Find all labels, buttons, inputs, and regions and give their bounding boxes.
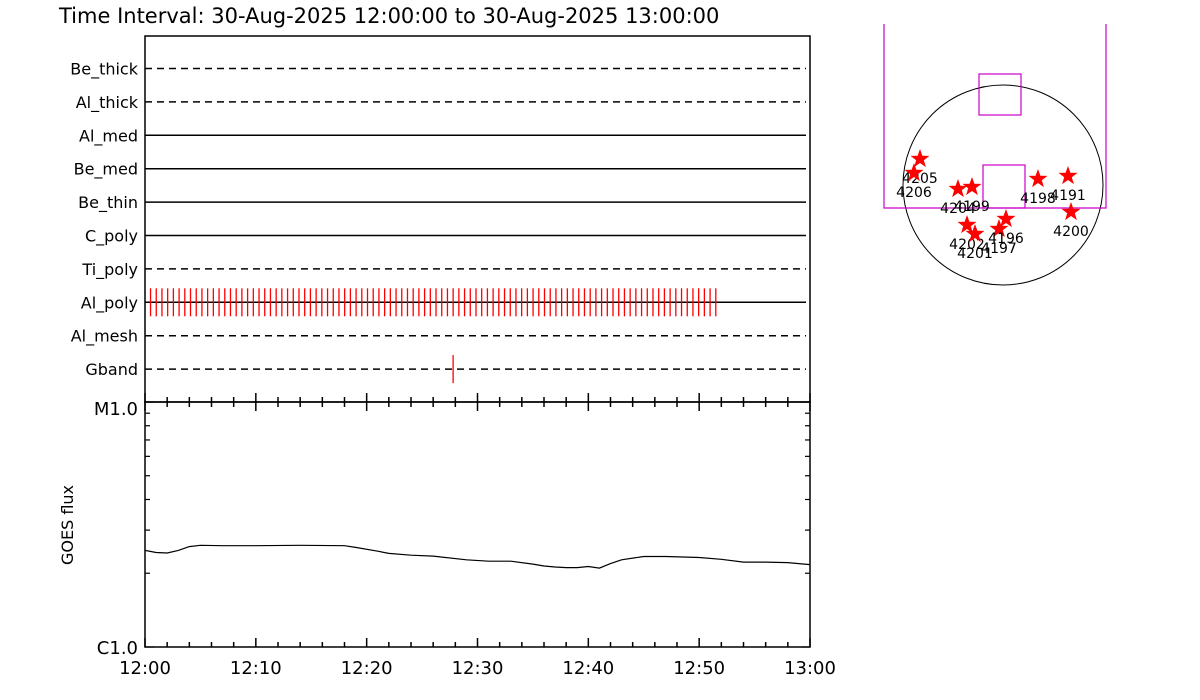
active-region-star bbox=[965, 224, 985, 243]
filter-timeline-panel: Be_thick Al_thick Al_med Be_med Be_thin C_pol… bbox=[70, 35, 811, 403]
y-tick-label-top: M1.0 bbox=[94, 399, 138, 420]
filter-label: Al_mesh bbox=[71, 327, 138, 347]
x-tick-label: 12:20 bbox=[341, 658, 393, 679]
active-region-label: 4206 bbox=[896, 185, 932, 201]
x-tick-labels: 12:00 12:10 12:20 12:30 12:40 12:50 13:00 bbox=[119, 658, 836, 679]
x-tick-label: 13:00 bbox=[784, 658, 836, 679]
filter-rows: Be_thick Al_thick Al_med Be_med Be_thin C_pol… bbox=[70, 60, 806, 379]
filter-label: Ti_poly bbox=[81, 260, 138, 280]
active-region-star bbox=[996, 209, 1016, 228]
x-tick-label: 12:30 bbox=[452, 658, 504, 679]
goes-ticks bbox=[144, 393, 811, 648]
active-region-star bbox=[904, 163, 924, 182]
active-region-star bbox=[910, 149, 930, 168]
active-region-star bbox=[957, 215, 977, 234]
y-tick-label-bottom: C1.0 bbox=[97, 638, 138, 659]
filter-label: Al_poly bbox=[81, 293, 138, 313]
active-region-star bbox=[989, 219, 1009, 238]
x-tick-label: 12:50 bbox=[673, 658, 725, 679]
filter-label: Be_thin bbox=[78, 193, 138, 213]
active-region-label: 4200 bbox=[1053, 224, 1089, 240]
active-region-star bbox=[1058, 166, 1078, 185]
time-interval-title: Time Interval: 30-Aug-2025 12:00:00 to 3… bbox=[58, 4, 719, 28]
goes-frame bbox=[144, 401, 811, 648]
active-region-label: 4204 bbox=[940, 201, 976, 217]
timeline-frame bbox=[144, 35, 811, 403]
fov-box-center bbox=[982, 164, 1026, 209]
filter-label: Gband bbox=[85, 360, 138, 379]
active-region-label: 4202 bbox=[949, 237, 985, 253]
fov-box-top bbox=[978, 73, 1022, 116]
active-region-label: 4201 bbox=[957, 246, 993, 262]
goes-flux-line bbox=[144, 544, 811, 569]
active-region-star bbox=[962, 177, 982, 196]
goes-flux-panel: M1.0 C1.0 GOES flux 12:00 12:10 12:20 12:30… bbox=[58, 393, 836, 679]
filter-label: Be_thick bbox=[70, 60, 138, 80]
filter-label: C_poly bbox=[85, 227, 138, 247]
x-tick-label: 12:40 bbox=[562, 658, 614, 679]
active-region-star bbox=[1028, 169, 1048, 188]
solar-disk bbox=[902, 84, 1104, 286]
x-tick-label: 12:10 bbox=[230, 658, 282, 679]
active-region-label: 4198 bbox=[1020, 191, 1056, 207]
filter-label: Al_thick bbox=[76, 93, 139, 113]
filter-label: Al_med bbox=[79, 126, 138, 146]
filter-label: Be_med bbox=[74, 160, 138, 180]
active-region-label: 4191 bbox=[1050, 188, 1086, 204]
active-region-label: 4196 bbox=[988, 231, 1024, 247]
x-tick-label: 12:00 bbox=[119, 658, 171, 679]
active-region-star bbox=[1061, 202, 1081, 221]
y-axis-label: GOES flux bbox=[58, 485, 77, 565]
observation-marks bbox=[149, 288, 717, 384]
active-region-star bbox=[948, 179, 968, 198]
active-region-label: 4199 bbox=[954, 199, 990, 215]
active-region-label: 4197 bbox=[981, 241, 1017, 257]
